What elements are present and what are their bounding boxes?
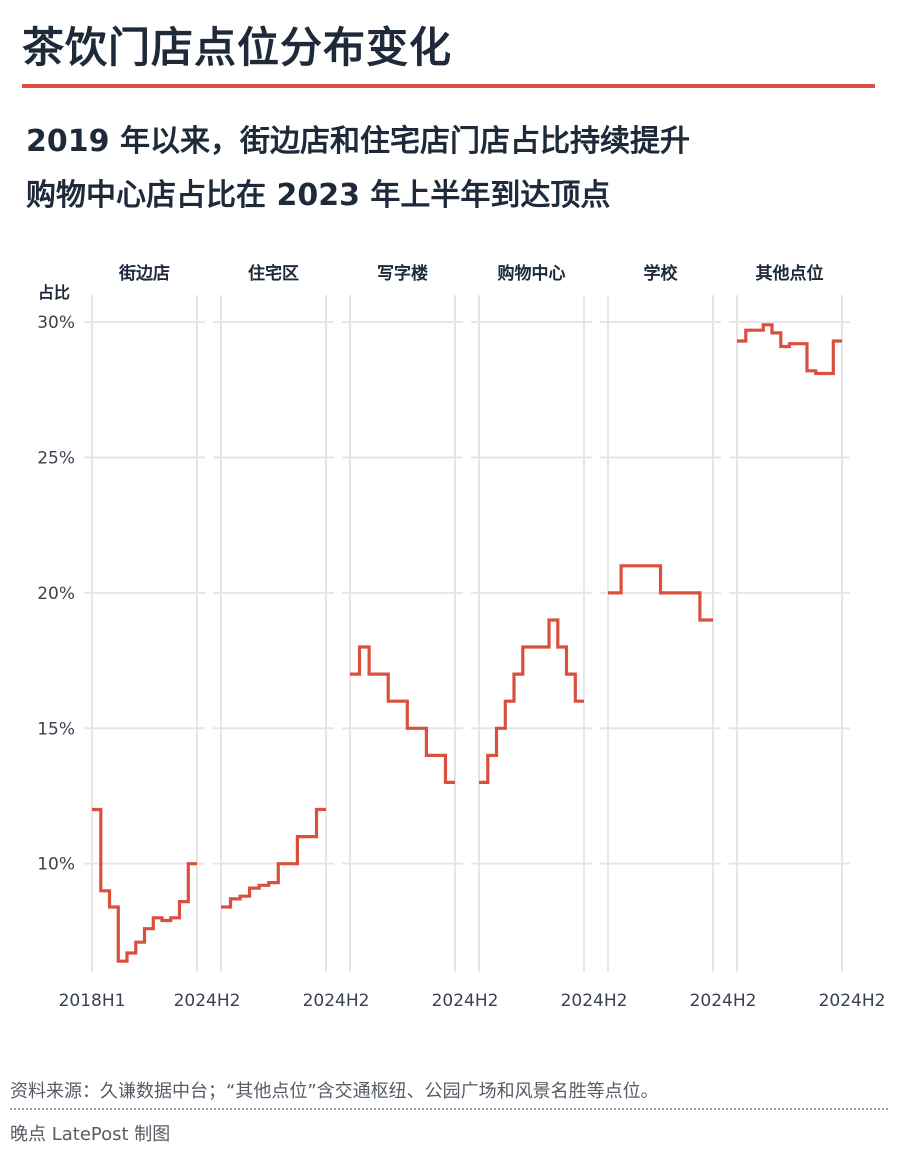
series-line-2	[350, 645, 455, 784]
source-note: 资料来源：久谦数据中台；“其他点位”含交通枢纽、公园广场和风景名胜等点位。	[10, 1081, 659, 1102]
y-tick-label: 30%	[37, 313, 75, 333]
x-tick-label-end: 2024H2	[819, 991, 886, 1011]
x-tick-label-end: 2024H2	[303, 991, 370, 1011]
y-tick-label: 25%	[37, 448, 75, 468]
series-line-4	[608, 564, 713, 622]
panel-title-0: 街边店	[118, 263, 170, 284]
series-line-5	[737, 323, 842, 376]
series-line-0	[92, 807, 197, 963]
x-tick-label-end: 2024H2	[690, 991, 757, 1011]
title-underline	[22, 84, 875, 88]
y-tick-label: 20%	[37, 584, 75, 604]
x-tick-label-end: 2024H2	[174, 991, 241, 1011]
chart-credit: 晚点 LatePost 制图	[10, 1124, 171, 1145]
y-tick-label: 15%	[37, 719, 75, 739]
x-tick-label-start: 2018H1	[59, 991, 126, 1011]
series-line-1	[221, 807, 326, 909]
series-line-3	[479, 618, 584, 784]
panel-title-4: 学校	[644, 263, 679, 284]
panel-title-3: 购物中心	[498, 263, 566, 284]
panel-title-1: 住宅区	[248, 263, 299, 284]
footer-divider	[10, 1108, 888, 1110]
y-tick-label: 10%	[37, 855, 75, 875]
panel-title-5: 其他点位	[756, 263, 824, 284]
x-tick-label-end: 2024H2	[561, 991, 628, 1011]
chart-subtitle-line-2: 购物中心店占比在 2023 年上半年到达顶点	[26, 178, 611, 213]
chart-subtitle-line-1: 2019 年以来，街边店和住宅店门店占比持续提升	[26, 124, 690, 159]
chart-title: 茶饮门店点位分布变化	[22, 23, 453, 72]
x-tick-label-end: 2024H2	[432, 991, 499, 1011]
panel-title-2: 写字楼	[377, 263, 428, 284]
y-axis-label: 占比	[38, 283, 70, 302]
